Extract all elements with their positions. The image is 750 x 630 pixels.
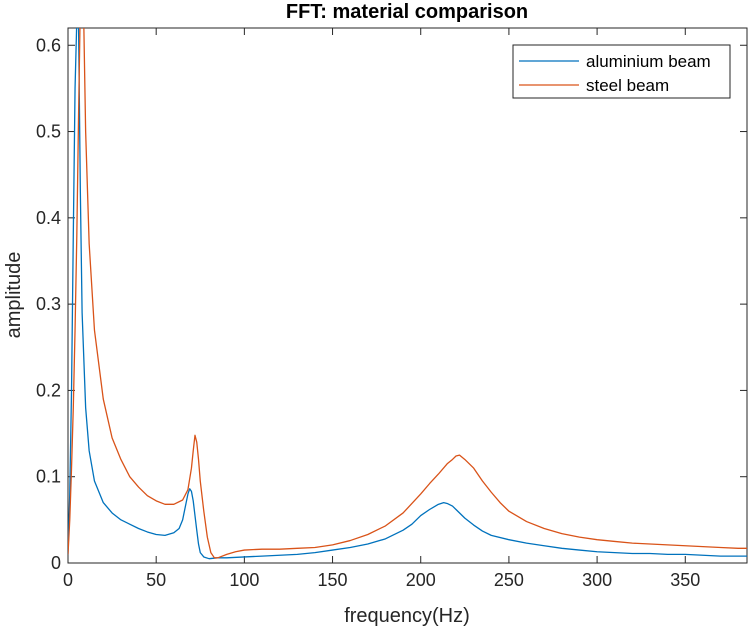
y-tick-label: 0.6 [36, 35, 61, 55]
y-tick-label: 0 [51, 553, 61, 573]
x-tick-label: 50 [146, 570, 166, 590]
y-tick-label: 0.5 [36, 122, 61, 142]
plot-area [67, 27, 748, 564]
y-tick-label: 0.4 [36, 208, 61, 228]
legend-box [512, 44, 731, 99]
series-line-steel-beam [68, 28, 747, 559]
x-tick-label: 150 [318, 570, 348, 590]
y-axis-ticks: 0 0.1 0.2 0.3 0.4 0.5 0.6 [36, 35, 747, 573]
legend-label-aluminium-beam: aluminium beam [586, 52, 711, 71]
x-tick-label: 250 [494, 570, 524, 590]
legend: aluminium beam steel beam [512, 44, 731, 99]
x-tick-label: 100 [229, 570, 259, 590]
x-tick-label: 200 [406, 570, 436, 590]
legend-label-steel-beam: steel beam [586, 76, 669, 95]
x-tick-label: 350 [670, 570, 700, 590]
x-axis-label: frequency(Hz) [344, 605, 470, 627]
series-line-aluminium-beam [68, 28, 747, 560]
y-tick-label: 0.3 [36, 294, 61, 314]
plot-box [67, 27, 748, 564]
x-tick-label: 0 [63, 570, 73, 590]
y-axis-label: amplitude [3, 252, 25, 339]
y-tick-label: 0.1 [36, 467, 61, 487]
x-tick-label: 300 [582, 570, 612, 590]
chart-title: FFT: material comparison [286, 1, 528, 23]
y-tick-label: 0.2 [36, 380, 61, 400]
x-axis-ticks: 0 50 100 150 200 250 300 350 [63, 28, 700, 590]
series-layer [68, 28, 747, 560]
